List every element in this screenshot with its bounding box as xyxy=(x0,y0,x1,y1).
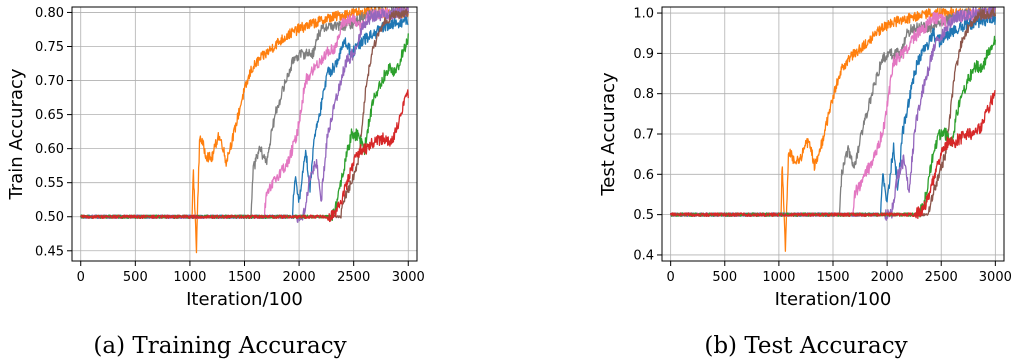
y-tick-label-6: 1.0 xyxy=(633,7,654,22)
x-tick-label-2: 1000 xyxy=(173,270,206,285)
x-tick-label-3: 1500 xyxy=(228,270,261,285)
caption-training-accuracy: (a) Training Accuracy xyxy=(93,333,347,359)
y-tick-label-0: 0.4 xyxy=(633,248,654,263)
test-accuracy-chart: 0 500 1000 1500 2000 2500 3000 0.4 0.5 0.6 0.7 0.8 0… xyxy=(598,6,1012,310)
y-tick-label-2: 0.6 xyxy=(633,168,654,183)
test-accuracy-panel: 0 500 1000 1500 2000 2500 3000 0.4 0.5 0.6 0.7 0.8 0… xyxy=(596,0,1016,364)
x-tick-label-5: 2500 xyxy=(925,270,958,285)
y-tick-label-5: 0.70 xyxy=(35,74,64,89)
y-axis-label: Test Accuracy xyxy=(598,72,619,197)
grid xyxy=(662,7,1004,261)
series-line-7 xyxy=(80,89,409,223)
y-axis-label: Train Accuracy xyxy=(6,68,27,200)
y-tick-label-5: 0.9 xyxy=(633,47,654,62)
y-tick-label-1: 0.50 xyxy=(35,210,64,225)
x-tick-label-6: 3000 xyxy=(392,270,425,285)
series-line-7 xyxy=(670,89,996,220)
x-axis-label: Iteration/100 xyxy=(775,289,892,310)
y-tick-label-3: 0.7 xyxy=(633,128,654,143)
y-tick-label-1: 0.5 xyxy=(633,208,654,223)
y-tick-label-2: 0.55 xyxy=(35,176,64,191)
x-tick-label-4: 2000 xyxy=(283,270,316,285)
x-tick-label-1: 500 xyxy=(123,270,148,285)
x-tick-label-5: 2500 xyxy=(337,270,370,285)
y-tick-label-6: 0.75 xyxy=(35,40,64,55)
grid xyxy=(72,7,417,261)
series-group xyxy=(670,7,996,252)
series-group xyxy=(80,7,409,254)
y-tick-label-4: 0.8 xyxy=(633,87,654,102)
y-tick-label-3: 0.60 xyxy=(35,142,64,157)
x-tick-label-3: 1500 xyxy=(816,270,849,285)
x-tick-label-2: 1000 xyxy=(762,270,795,285)
y-tick-label-7: 0.80 xyxy=(35,6,64,21)
x-tick-label-0: 0 xyxy=(667,270,675,285)
x-axis-label: Iteration/100 xyxy=(186,289,303,310)
x-tick-label-0: 0 xyxy=(77,270,85,285)
series-line-6 xyxy=(80,33,409,222)
x-tick-label-6: 3000 xyxy=(979,270,1012,285)
x-tick-label-4: 2000 xyxy=(871,270,904,285)
caption-test-accuracy: (b) Test Accuracy xyxy=(704,333,908,359)
training-accuracy-chart: 0 500 1000 1500 2000 2500 3000 0.45 0.50 0.55 0.60… xyxy=(6,6,425,310)
y-tick-label-0: 0.45 xyxy=(35,244,64,259)
training-accuracy-panel: 0 500 1000 1500 2000 2500 3000 0.45 0.50 0.55 0.60… xyxy=(0,0,440,364)
x-tick-label-1: 500 xyxy=(712,270,737,285)
y-tick-label-4: 0.65 xyxy=(35,108,64,123)
